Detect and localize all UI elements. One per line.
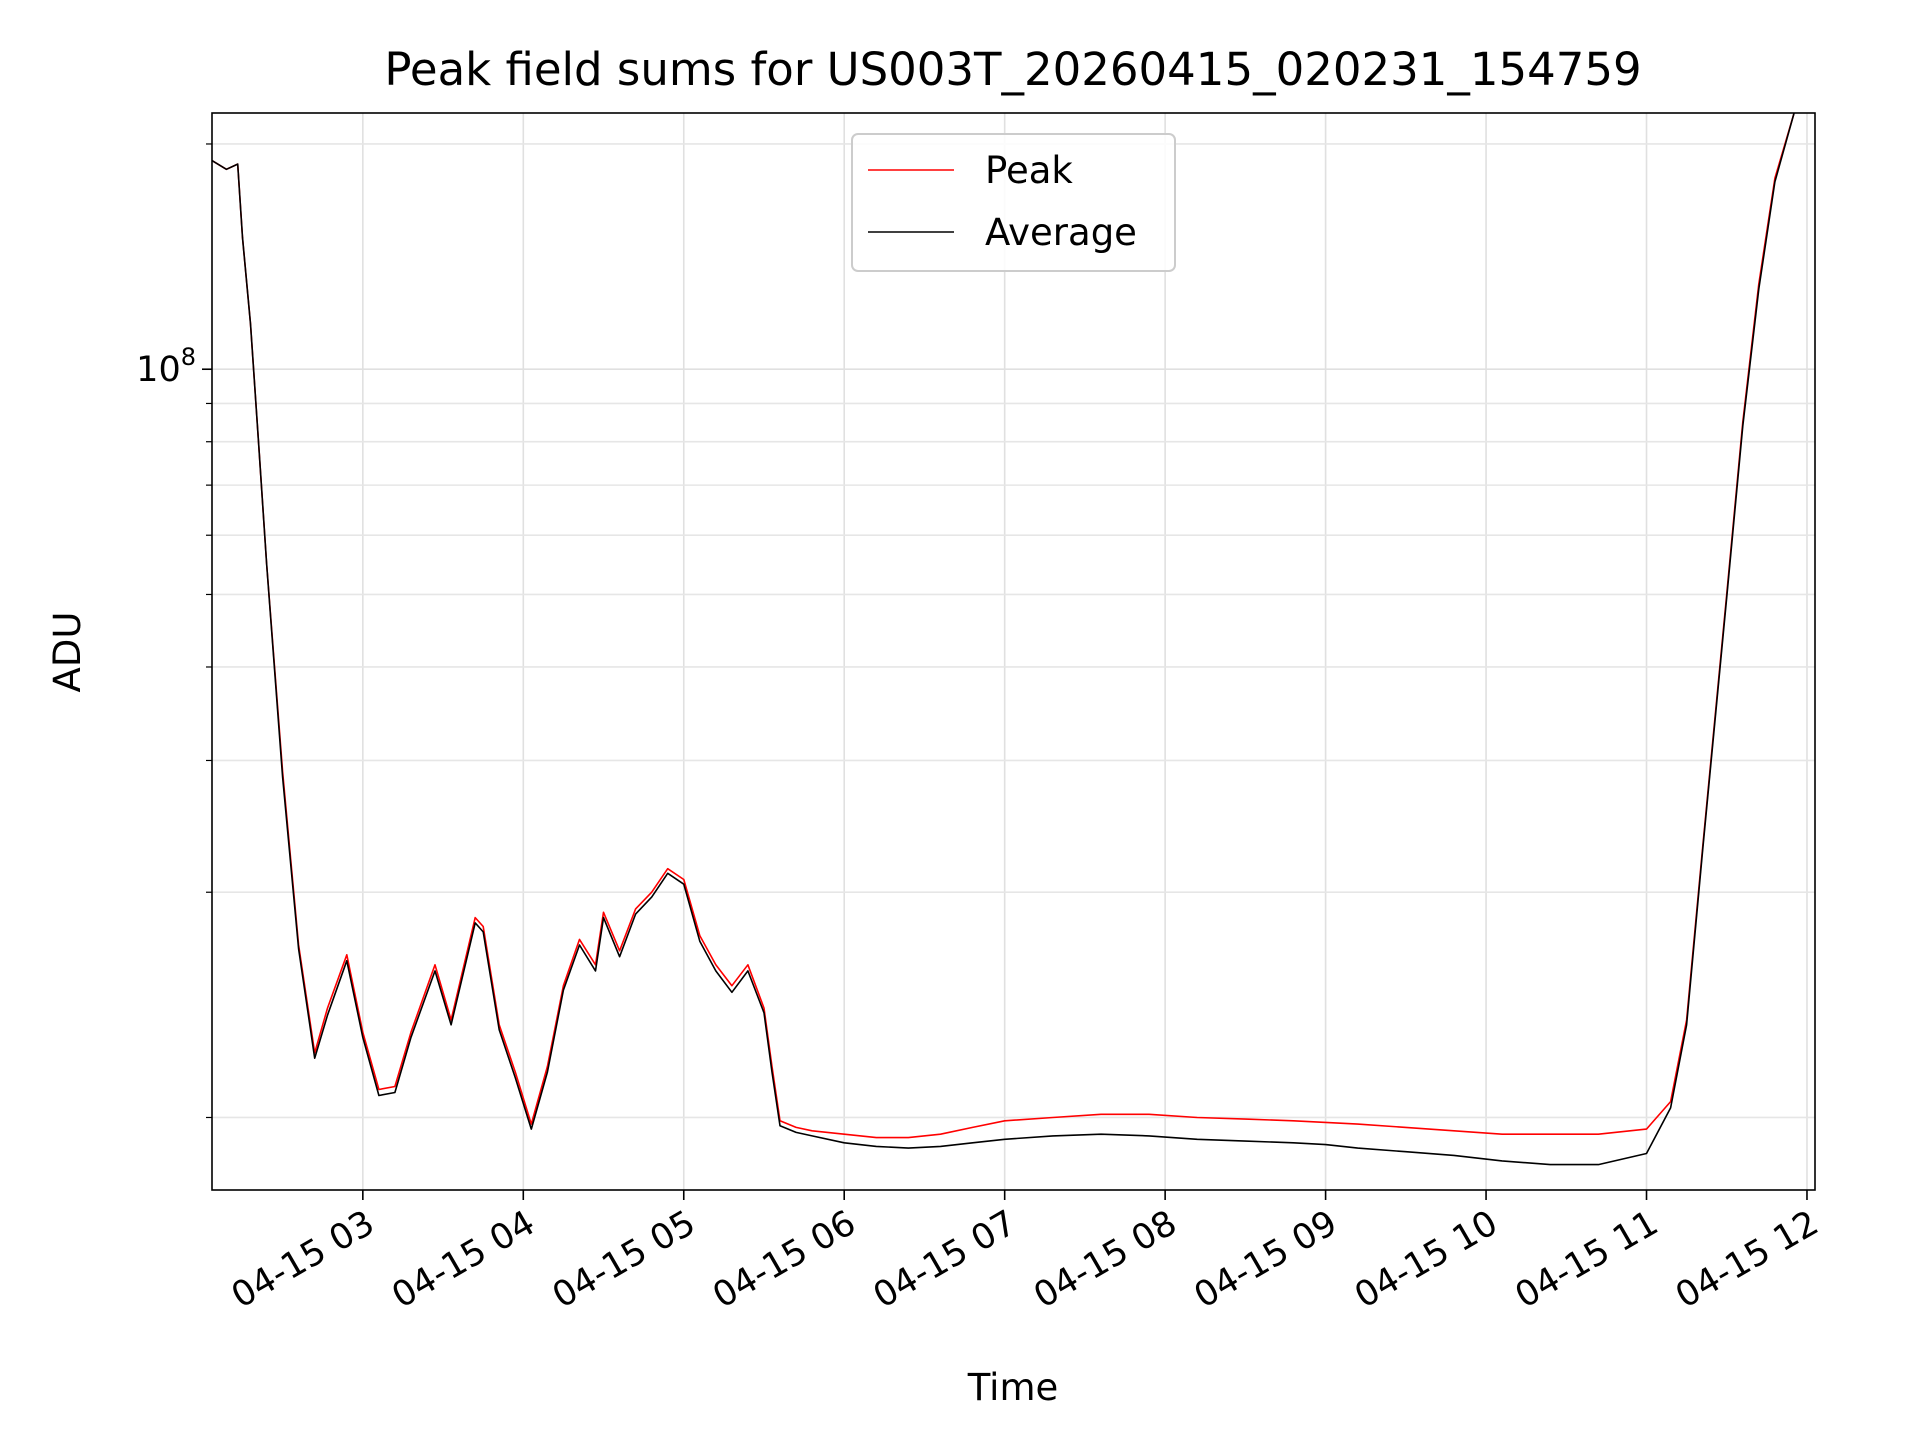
legend-average-label: Average <box>985 211 1137 254</box>
legend-box <box>851 133 1176 272</box>
grid <box>212 113 1815 1190</box>
y-tick-label: 108 <box>136 343 196 390</box>
plot-series <box>211 112 1795 1166</box>
legend-peak-label: Peak <box>985 149 1073 192</box>
y-tick-base: 10 <box>136 350 181 390</box>
plot-frame <box>211 112 1816 1191</box>
chart-title: Peak field sums for US003T_20260415_0202… <box>384 43 1641 96</box>
series-line-peak <box>211 112 1795 1139</box>
y-tick-exponent: 8 <box>181 343 196 371</box>
x-axis-label: Time <box>967 1366 1059 1409</box>
series-line-average <box>211 112 1795 1166</box>
y-axis-label: ADU <box>46 612 89 693</box>
legend: Peak Average <box>851 133 1176 272</box>
